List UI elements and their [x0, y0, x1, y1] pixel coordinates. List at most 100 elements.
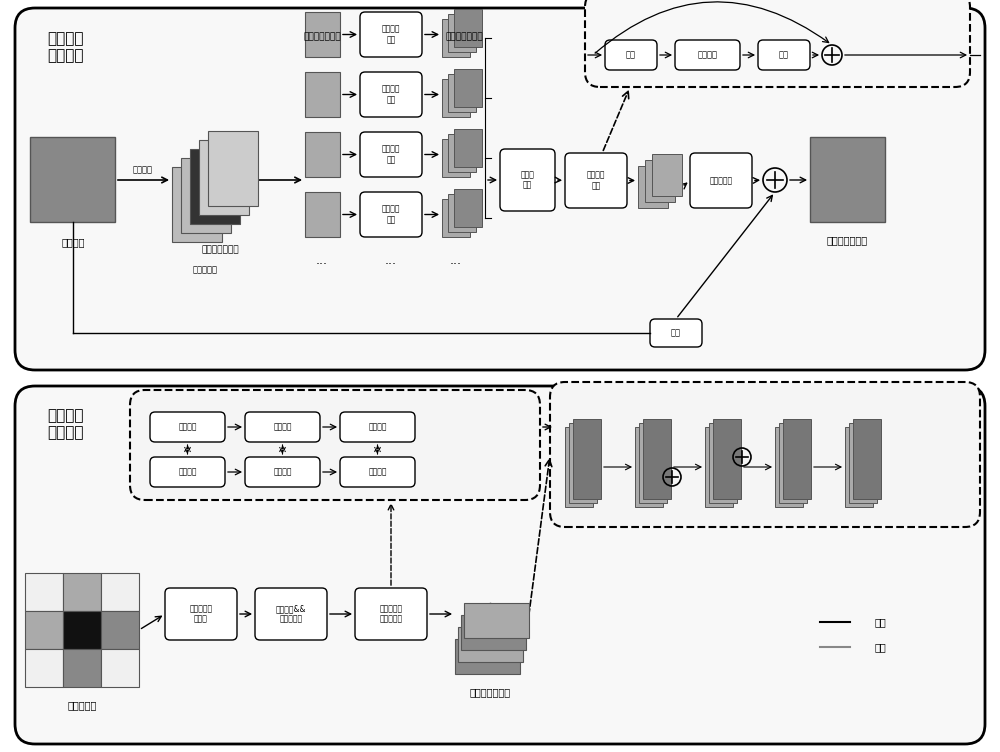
Text: 光场图像: 光场图像: [61, 237, 85, 247]
Bar: [305, 192, 340, 237]
Text: 层叠: 层叠: [875, 642, 887, 652]
FancyBboxPatch shape: [360, 12, 422, 57]
FancyBboxPatch shape: [650, 319, 702, 347]
Text: 单视角提取: 单视角提取: [192, 265, 217, 274]
Bar: [305, 72, 340, 117]
Bar: [181, 158, 231, 233]
FancyBboxPatch shape: [360, 72, 422, 117]
Text: 视角图像特征图: 视角图像特征图: [445, 32, 483, 41]
Bar: [25, 573, 63, 611]
Bar: [638, 166, 668, 208]
Bar: [845, 427, 873, 507]
Bar: [455, 639, 520, 674]
FancyBboxPatch shape: [150, 457, 225, 487]
Bar: [853, 419, 881, 499]
Bar: [569, 423, 597, 503]
Text: 常规卷积: 常规卷积: [273, 468, 292, 477]
Text: 残差卷积
模块: 残差卷积 模块: [382, 145, 400, 164]
Bar: [448, 134, 476, 172]
FancyBboxPatch shape: [585, 0, 970, 87]
Text: 扩张卷积: 扩张卷积: [368, 423, 387, 432]
Bar: [645, 160, 675, 202]
Text: 图像重排&&
上采样模块: 图像重排&& 上采样模块: [276, 605, 306, 623]
FancyBboxPatch shape: [360, 192, 422, 237]
Text: 光场图像
超分模块: 光场图像 超分模块: [47, 31, 83, 63]
Bar: [565, 427, 593, 507]
FancyBboxPatch shape: [565, 153, 627, 208]
Bar: [25, 611, 63, 649]
Bar: [454, 129, 482, 167]
FancyBboxPatch shape: [165, 588, 237, 640]
Bar: [775, 427, 803, 507]
Text: 残差卷积
模块: 残差卷积 模块: [382, 25, 400, 44]
Text: 像素重排: 像素重排: [133, 165, 153, 174]
Bar: [461, 615, 526, 650]
FancyBboxPatch shape: [340, 412, 415, 442]
Bar: [63, 649, 101, 687]
Bar: [464, 603, 529, 638]
FancyBboxPatch shape: [245, 412, 320, 442]
FancyBboxPatch shape: [15, 386, 985, 744]
Text: 单视角图像序列: 单视角图像序列: [303, 32, 341, 41]
FancyBboxPatch shape: [255, 588, 327, 640]
Text: 高分辨三维图像: 高分辨三维图像: [469, 687, 511, 697]
Text: 卷积: 卷积: [779, 50, 789, 59]
Text: 扩张卷积: 扩张卷积: [178, 423, 197, 432]
Text: 残差卷积
模块: 残差卷积 模块: [587, 171, 605, 190]
Bar: [635, 427, 663, 507]
Bar: [454, 69, 482, 107]
Bar: [199, 140, 249, 215]
Bar: [643, 419, 671, 499]
Text: 插值: 插值: [671, 329, 681, 338]
Bar: [713, 419, 741, 499]
Bar: [705, 427, 733, 507]
FancyBboxPatch shape: [550, 382, 980, 527]
Text: 光场信息提
取模块: 光场信息提 取模块: [189, 605, 213, 623]
Text: ...: ...: [316, 253, 328, 266]
FancyBboxPatch shape: [355, 588, 427, 640]
Bar: [454, 9, 482, 47]
FancyBboxPatch shape: [500, 149, 555, 211]
Text: 激活函数: 激活函数: [698, 50, 718, 59]
Text: 特征图
层叠: 特征图 层叠: [521, 170, 534, 190]
Bar: [709, 423, 737, 503]
Text: 卷积: 卷积: [875, 617, 887, 627]
Text: 多视角图像堆栈: 多视角图像堆栈: [201, 245, 239, 254]
Text: 单视角超分图像: 单视角超分图像: [827, 235, 868, 245]
Bar: [448, 74, 476, 112]
Bar: [448, 14, 476, 52]
Bar: [63, 611, 101, 649]
Text: 常规卷积: 常规卷积: [368, 468, 387, 477]
Bar: [442, 139, 470, 177]
Bar: [639, 423, 667, 503]
Bar: [25, 649, 63, 687]
Bar: [458, 627, 523, 662]
Bar: [442, 79, 470, 117]
Bar: [101, 649, 139, 687]
Bar: [101, 573, 139, 611]
Text: ...: ...: [385, 253, 397, 266]
Text: 三维重建卷
积神经网络: 三维重建卷 积神经网络: [379, 605, 403, 623]
Text: ...: ...: [450, 253, 462, 266]
Text: 卷积: 卷积: [626, 50, 636, 59]
Text: 三维图像
重建模块: 三维图像 重建模块: [47, 408, 83, 440]
Bar: [573, 419, 601, 499]
FancyBboxPatch shape: [360, 132, 422, 177]
Bar: [783, 419, 811, 499]
Text: 常规卷积: 常规卷积: [178, 468, 197, 477]
Bar: [305, 132, 340, 177]
FancyBboxPatch shape: [245, 457, 320, 487]
FancyBboxPatch shape: [758, 40, 810, 70]
Bar: [101, 611, 139, 649]
Text: 多视角图像: 多视角图像: [67, 700, 97, 710]
Bar: [849, 423, 877, 503]
Bar: [208, 131, 258, 206]
Text: 残差卷积
模块: 残差卷积 模块: [382, 205, 400, 224]
Text: 残差卷积
模块: 残差卷积 模块: [382, 85, 400, 105]
FancyBboxPatch shape: [130, 390, 540, 500]
Bar: [652, 154, 682, 196]
Bar: [442, 19, 470, 57]
Bar: [448, 194, 476, 232]
FancyBboxPatch shape: [675, 40, 740, 70]
Bar: [190, 149, 240, 224]
